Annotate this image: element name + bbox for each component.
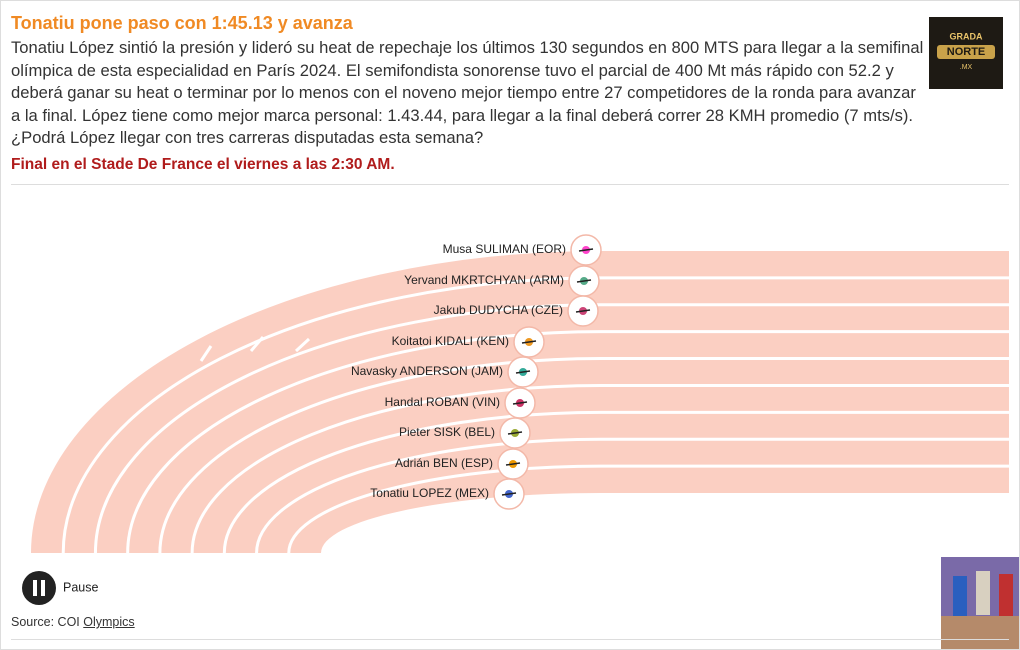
runners: Musa SULIMAN (EOR) Yervand MKRTCHYAN (ARM… [351,234,602,510]
runner-figure [501,492,517,496]
runner-figure [576,279,592,283]
source: Source: COI Olympics [11,615,135,629]
lane-line [255,437,1009,554]
runner-label: Yervand MKRTCHYAN (ARM) [404,273,564,287]
lane-line [126,330,1009,554]
logo-text: .MX [960,64,973,71]
runner-label: Koitatoi KIDALI (KEN) [392,334,509,348]
runner-label: Tonatiu LOPEZ (MEX) [370,486,489,500]
runner-figure [521,340,537,344]
source-link[interactable]: Olympics [83,615,135,629]
runner-label: Jakub DUDYCHA (CZE) [434,303,563,317]
lane-line [93,303,1009,554]
runner-figure [505,462,521,466]
logo-text: NORTE [947,46,986,58]
runner-figure [515,370,531,374]
pause-icon[interactable] [33,580,37,596]
runner-label: Musa SULIMAN (EOR) [443,242,566,256]
runner-label: Adrián BEN (ESP) [395,456,493,470]
stagger-line [199,345,213,362]
logo-text: GRADA [950,31,983,41]
source-text: Source: COI [11,615,80,629]
description: Tonatiu López sintió la presión y lideró… [11,38,924,147]
stagger-line [294,337,311,353]
title: Tonatiu pone paso con 1:45.13 y avanza [11,13,353,33]
runner-label: Pieter SISK (BEL) [399,425,495,439]
pause-icon[interactable] [41,580,45,596]
lane-line [61,276,1009,554]
subtitle: Final en el Stade De France el viernes a… [11,156,395,173]
runner-figure [578,248,594,252]
runner-label: Handal ROBAN (VIN) [385,395,500,409]
runner-figure [575,309,591,313]
photo [941,557,1019,649]
runner-label: Navasky ANDERSON (JAM) [351,364,503,378]
pause-button[interactable] [22,571,56,605]
divider [11,184,1009,185]
lane-line [287,464,1009,554]
stagger-line [249,336,265,352]
runner-figure [512,401,528,405]
divider [11,639,1009,640]
runner-figure [507,431,523,435]
logo-band [937,45,995,59]
pause-label[interactable]: Pause [63,580,98,594]
